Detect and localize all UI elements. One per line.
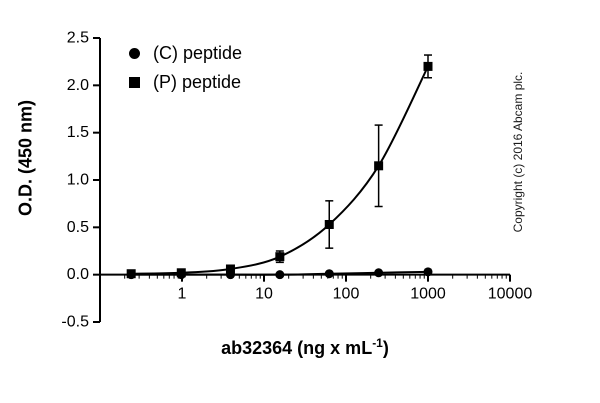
legend: (C) peptide (P) peptide xyxy=(129,43,243,93)
data-point-square xyxy=(225,264,235,274)
y-tick-label: -0.5 xyxy=(61,314,89,331)
data-point-square xyxy=(275,252,285,262)
square-marker-icon xyxy=(129,77,140,89)
data-point-square xyxy=(374,161,384,171)
x-tick-label: 100 xyxy=(333,286,360,303)
x-axis-label-exponent: -1 xyxy=(372,336,383,350)
y-tick-label: 2.5 xyxy=(67,30,89,47)
p-peptide-curve xyxy=(131,65,429,275)
legend-item-c-peptide: (C) peptide xyxy=(129,43,243,64)
legend-label-p-peptide: (P) peptide xyxy=(153,71,242,92)
p-peptide-points xyxy=(126,61,433,279)
x-axis-label: ab32364 (ng x mL-1) xyxy=(100,336,510,359)
x-tick-label: 10000 xyxy=(488,286,533,303)
y-tick-label: 0.5 xyxy=(67,219,89,236)
x-tick-label: 1 xyxy=(178,286,187,303)
y-tick-label: 1.5 xyxy=(67,124,89,141)
data-point-square xyxy=(423,61,433,71)
tick-labels: -0.5 0.0 0.5 1.0 1.5 2.0 2.5 1 10 100 1000 10000 xyxy=(61,30,532,331)
data-point-circle xyxy=(324,269,334,279)
circle-marker-icon xyxy=(129,48,140,60)
copyright-text: Copyright (c) 2016 Abcam plc. xyxy=(511,71,525,233)
y-axis-label: O.D. (450 nm) xyxy=(15,99,36,217)
y-tick-label: 1.0 xyxy=(67,172,89,189)
data-point-circle xyxy=(275,270,285,280)
x-axis-label-close: ) xyxy=(382,338,389,358)
data-point-circle xyxy=(423,267,433,277)
legend-label-c-peptide: (C) peptide xyxy=(153,43,243,63)
x-tick-label: 1000 xyxy=(410,286,446,303)
data-point-circle xyxy=(374,268,384,278)
data-point-square xyxy=(324,219,334,229)
data-point-square xyxy=(126,269,136,279)
y-tick-label: 2.0 xyxy=(67,77,89,94)
y-tick-label: 0.0 xyxy=(67,266,89,283)
x-axis-label-main: ab32364 (ng x mL xyxy=(221,338,373,358)
data-point-square xyxy=(176,268,186,278)
legend-item-p-peptide: (P) peptide xyxy=(129,71,242,93)
x-tick-label: 10 xyxy=(255,286,273,303)
